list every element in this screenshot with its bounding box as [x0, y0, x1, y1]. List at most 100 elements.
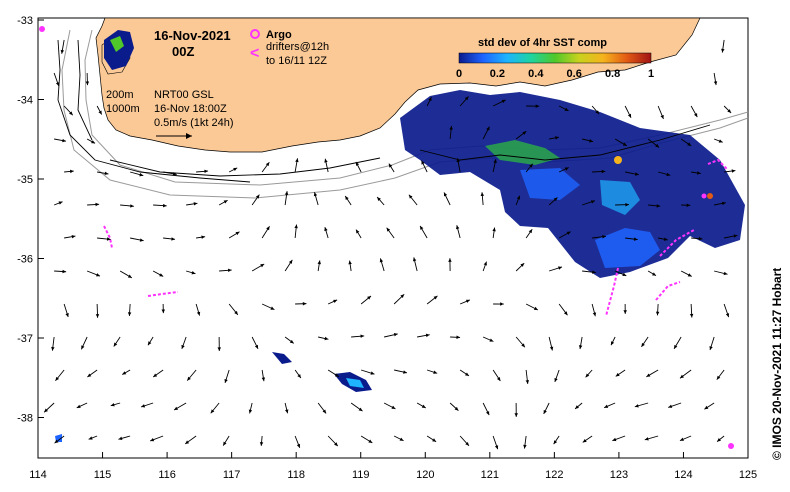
current-vector-head: [592, 270, 596, 274]
current-vector-head: [432, 438, 437, 442]
current-vector-head: [88, 436, 93, 440]
y-tick-label: -37: [17, 333, 33, 345]
current-vector-head: [296, 443, 301, 448]
colorbar-tick-label: 0: [456, 68, 462, 80]
current-vector-head: [191, 271, 196, 275]
current-vector-head: [554, 377, 558, 382]
sst-patch-east-cyan2: [520, 168, 580, 200]
current-vector-head: [578, 345, 583, 350]
current-vector-head: [288, 259, 293, 264]
current-vector-head: [633, 237, 638, 241]
current-vector-head: [601, 169, 606, 174]
current-vector-head: [465, 299, 470, 303]
current-vector-head: [622, 272, 627, 276]
current-vector-head: [514, 413, 518, 417]
current-vector-head: [529, 163, 533, 168]
current-vector-head: [521, 343, 525, 348]
current-vector-head: [386, 227, 391, 232]
current-vector-head: [174, 406, 179, 411]
current-vector-head: [689, 313, 694, 318]
current-vector-head: [60, 49, 65, 54]
streamline-west-2: [77, 39, 93, 141]
current-vector-head: [713, 81, 718, 86]
product-label: NRT00 GSL: [154, 89, 214, 101]
current-vector-head: [679, 437, 684, 441]
current-vector-head: [95, 202, 100, 207]
drifter-track-3: [605, 267, 619, 317]
x-tick-label: 115: [94, 469, 112, 481]
y-tick-label: -36: [17, 254, 33, 266]
x-axis: 114 115 116 117 118 119 120 121 122 123 124 125: [29, 452, 757, 481]
sst-patch-east-cyan: [600, 180, 640, 215]
current-vector-head: [494, 445, 499, 450]
current-vector-head: [261, 377, 266, 382]
current-vector-head: [139, 238, 144, 242]
current-vector-head: [465, 372, 469, 376]
current-vector-head: [377, 197, 381, 201]
x-tick-label: 125: [739, 469, 757, 481]
drifter-legend-icon: <: [250, 45, 259, 62]
current-vector-head: [322, 409, 327, 414]
current-vector-head: [727, 109, 732, 113]
colorbar-tick-label: 1: [648, 68, 654, 80]
sst-patch-southwest: [272, 352, 292, 364]
current-vector-head: [564, 167, 569, 171]
current-vector-head: [185, 440, 190, 444]
contour-1000m-label: 1000m: [106, 103, 140, 115]
current-vector-head: [181, 344, 185, 349]
current-vector-head: [520, 263, 525, 267]
current-vector-head: [553, 197, 558, 202]
current-vector-head: [449, 125, 453, 130]
current-vector-head: [693, 113, 698, 118]
colorbar-tick-label: 0.2: [490, 68, 505, 80]
current-vector-head: [723, 271, 728, 276]
current-vector-head: [634, 172, 639, 176]
y-tick-label: -38: [17, 413, 33, 425]
y-axis: -33 -34 -35 -36 -37 -38: [17, 15, 44, 425]
current-vector-head: [443, 192, 448, 197]
current-vector-head: [317, 260, 321, 265]
current-vector-head: [324, 158, 328, 163]
current-vector-head: [71, 234, 76, 239]
current-vector-head: [660, 114, 664, 119]
sst-patch-swcorner: [55, 434, 62, 442]
x-tick-label: 124: [674, 469, 692, 481]
current-vector-head: [602, 235, 607, 239]
streamline-west: [57, 39, 251, 183]
current-vector-head: [110, 403, 115, 407]
current-vector-head: [294, 224, 298, 229]
current-vector-head: [589, 139, 594, 143]
current-vector-head: [118, 436, 123, 441]
drifter-tracks: [103, 158, 729, 317]
streamline-shelf: [109, 157, 381, 177]
current-vector-head: [104, 171, 109, 176]
current-vector-head: [718, 139, 723, 143]
current-vector-head: [456, 335, 461, 340]
current-vector-head: [590, 200, 595, 204]
colorbar-tick-label: 0.8: [605, 68, 620, 80]
x-tick-label: 121: [481, 469, 499, 481]
current-vector-head: [127, 312, 132, 316]
current-vector-head: [668, 404, 673, 408]
current-vector-head: [368, 439, 373, 443]
current-vector-head: [391, 405, 396, 409]
current-vector-head: [610, 341, 615, 346]
current-vector-head: [210, 409, 215, 414]
current-vector-head: [483, 261, 487, 266]
x-tick-label: 118: [287, 469, 305, 481]
colorbar-title: std dev of 4hr SST comp: [478, 37, 607, 49]
drifter-track-6: [707, 158, 729, 171]
x-tick-label: 123: [610, 469, 628, 481]
current-vector-head: [623, 310, 627, 314]
current-vector-head: [44, 408, 48, 413]
current-vector-head: [248, 409, 253, 414]
current-vector-head: [65, 313, 69, 318]
current-vector-head: [360, 334, 365, 338]
current-vector-head: [454, 406, 459, 411]
current-vector-head: [223, 200, 228, 204]
current-vector-head: [217, 347, 221, 351]
current-vector-head: [679, 374, 684, 379]
current-vector-head: [686, 203, 691, 207]
y-tick-label: -33: [17, 15, 33, 27]
